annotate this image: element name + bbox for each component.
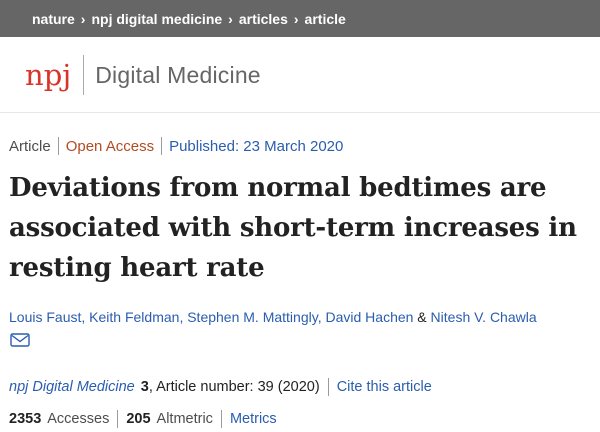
author-separator: ,: [317, 309, 326, 325]
breadcrumb-separator: ›: [228, 10, 233, 27]
altmetric-count: 205: [126, 411, 151, 427]
author-link[interactable]: Louis Faust: [9, 309, 82, 325]
author-link[interactable]: David Hachen: [325, 309, 414, 325]
accesses-count: 2353: [9, 411, 42, 427]
article-type: Article: [9, 137, 51, 155]
breadcrumb-nature[interactable]: nature: [32, 10, 75, 27]
accesses-label: Accesses: [47, 411, 110, 427]
metrics-divider: [220, 410, 222, 428]
logo-pj: pj: [43, 57, 72, 92]
volume-number: 3: [140, 379, 149, 395]
header-divider: [0, 112, 600, 113]
breadcrumb-article[interactable]: article: [304, 10, 346, 27]
cite-this-article-link[interactable]: Cite this article: [336, 379, 432, 395]
citation-line: npj Digital Medicine 3 , Article number:…: [9, 378, 432, 396]
logo-n: n: [25, 57, 44, 92]
author-link[interactable]: Stephen M. Mattingly: [187, 309, 318, 325]
breadcrumb-npj-digital-medicine[interactable]: npj digital medicine: [91, 10, 223, 27]
author-separator: ,: [81, 309, 90, 325]
journal-name[interactable]: Digital Medicine: [95, 61, 261, 88]
article-number: , Article number: 39 (2020): [148, 379, 320, 395]
metrics-link[interactable]: Metrics: [229, 411, 277, 427]
citation-divider: [327, 378, 329, 396]
article-meta: Article Open Access Published: 23 March …: [9, 137, 343, 155]
npj-logo[interactable]: n pj: [25, 57, 72, 92]
breadcrumb-separator: ›: [80, 10, 86, 27]
author-ampersand: &: [413, 309, 431, 325]
altmetric-label: Altmetric: [156, 411, 213, 427]
journal-link[interactable]: npj Digital Medicine: [9, 379, 135, 395]
author-link[interactable]: Nitesh V. Chawla: [430, 309, 537, 325]
author-list: Louis Faust, Keith Feldman, Stephen M. M…: [9, 307, 594, 327]
journal-brand[interactable]: n pj Digital Medicine: [25, 52, 261, 98]
metrics-divider: [117, 410, 119, 428]
published-date: Published: 23 March 2020: [169, 137, 344, 155]
article-metrics: 2353 Accesses 205 Altmetric Metrics: [9, 410, 277, 428]
breadcrumb-separator: ›: [293, 10, 299, 27]
meta-divider: [57, 137, 59, 155]
open-access-badge[interactable]: Open Access: [65, 137, 155, 155]
envelope-icon[interactable]: [10, 333, 30, 347]
breadcrumb-articles[interactable]: articles: [238, 10, 288, 27]
breadcrumb: nature › npj digital medicine › articles…: [0, 0, 600, 37]
logo-divider: [83, 55, 85, 95]
author-separator: ,: [179, 309, 188, 325]
article-title: Deviations from normal bedtimes are asso…: [9, 173, 577, 283]
author-link[interactable]: Keith Feldman: [89, 309, 180, 325]
meta-divider: [161, 137, 163, 155]
